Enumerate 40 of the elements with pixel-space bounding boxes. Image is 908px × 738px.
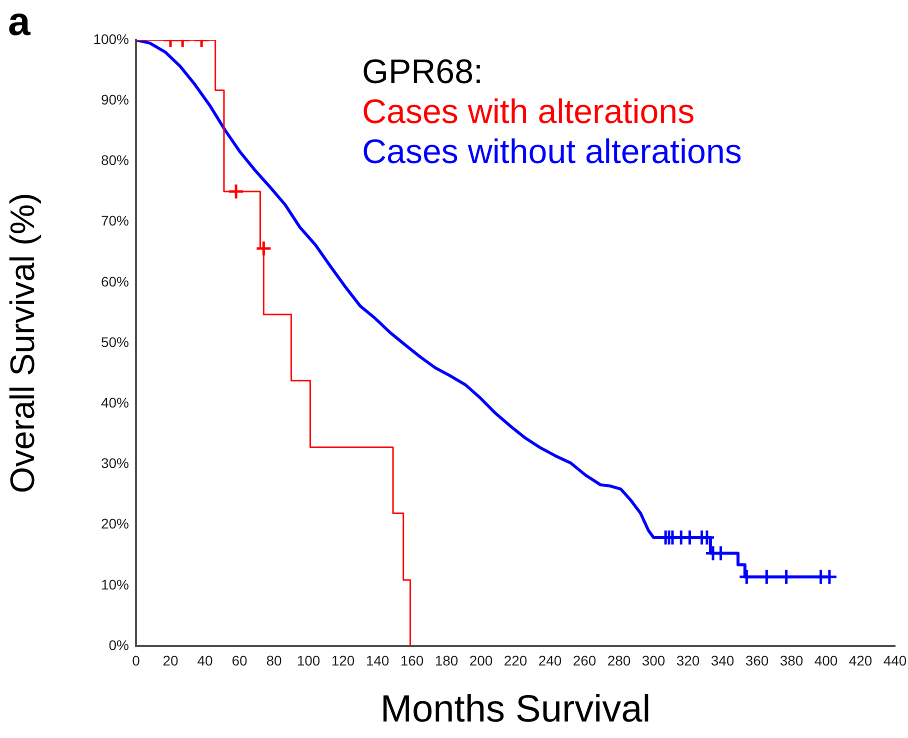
- x-tick-label: 360: [745, 652, 769, 668]
- y-tick-label: 100%: [93, 30, 129, 47]
- x-tick-label: 260: [572, 652, 596, 668]
- y-tick-label: 0%: [108, 636, 129, 653]
- x-tick-label: 220: [504, 652, 528, 668]
- x-tick-label: 400: [814, 652, 838, 668]
- x-tick-label: 120: [331, 652, 355, 668]
- x-tick-label: 60: [232, 652, 248, 668]
- y-tick-label: 20%: [100, 516, 129, 532]
- text: Cases without alterations: [362, 132, 742, 172]
- x-tick-label: 140: [366, 652, 390, 668]
- x-tick-label: 300: [642, 652, 666, 668]
- x-tick-label: 320: [676, 652, 700, 668]
- y-tick-label: 30%: [100, 455, 129, 472]
- y-axis-title: Overall Survival (%): [4, 192, 42, 494]
- x-axis-title: Months Survival: [380, 688, 651, 731]
- x-tick-label: 20: [162, 652, 178, 668]
- x-tick-label: 340: [710, 652, 734, 668]
- x-tick-label: 180: [434, 652, 458, 668]
- x-tick-label: 200: [469, 652, 493, 668]
- x-tick-label: 80: [266, 652, 282, 668]
- x-tick-label: 380: [780, 652, 804, 668]
- x-tick-label: 0: [132, 652, 140, 668]
- x-tick-label: 280: [607, 652, 631, 668]
- y-tick-label: 60%: [100, 273, 129, 290]
- x-tick-label: 160: [400, 652, 424, 668]
- y-tick-label: 10%: [100, 576, 129, 592]
- y-tick-label: 40%: [100, 394, 129, 410]
- y-tick-label: 50%: [100, 334, 129, 350]
- x-tick-label: 40: [197, 652, 213, 668]
- x-tick-label: 100: [296, 652, 320, 668]
- y-tick-label: 90%: [100, 91, 129, 108]
- y-tick-label: 80%: [100, 152, 129, 168]
- legend-title: GPR68:: [362, 52, 484, 92]
- x-tick-label: 420: [848, 652, 872, 668]
- y-tick-label: 70%: [100, 212, 129, 229]
- text: a: [8, 0, 30, 45]
- text: Cases with alterations: [362, 92, 696, 132]
- x-tick-label: 440: [883, 652, 907, 668]
- x-tick-label: 240: [538, 652, 562, 668]
